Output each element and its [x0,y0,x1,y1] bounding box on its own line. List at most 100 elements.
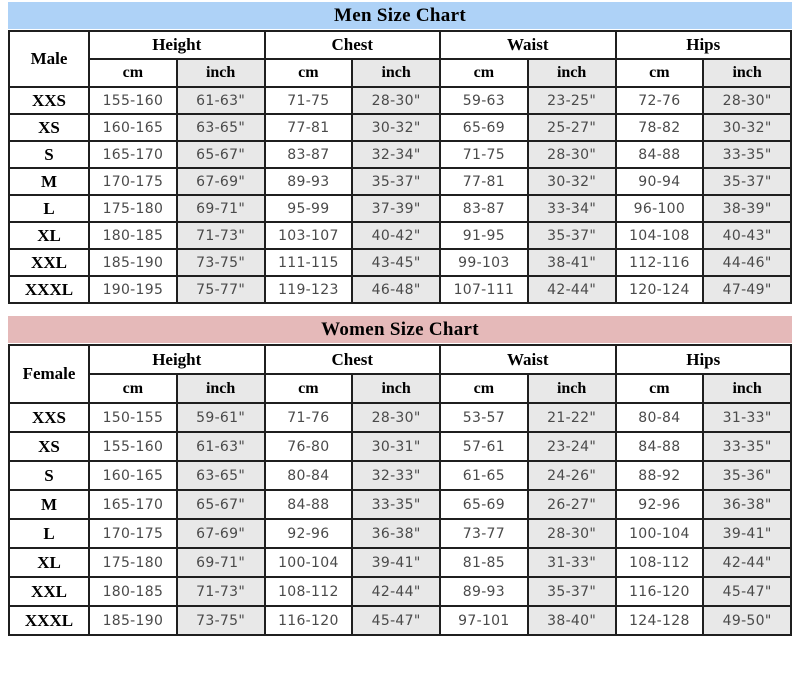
size-cell: M [8,167,90,196]
size-cell: XXS [8,86,90,115]
male-header-cell: Male [8,30,90,88]
inch-header: inch [351,58,441,88]
value-cell: 45-47" [351,605,441,636]
value-cell: 111-115 [263,248,354,277]
value-cell: 108-112 [263,576,354,607]
size-cell: XL [8,221,90,250]
value-cell: 107-111 [439,275,529,304]
value-cell: 40-43" [702,221,792,250]
value-cell: 89-93 [439,576,529,607]
value-cell: 35-37" [702,167,792,196]
value-cell: 72-76 [614,86,705,115]
inch-header: inch [702,373,792,404]
men-chart-title-bar: Men Size Chart [8,2,792,29]
value-cell: 92-96 [263,518,354,549]
value-cell: 33-35" [351,489,441,520]
value-cell: 92-96 [614,489,705,520]
size-cell: S [8,140,90,169]
value-cell: 83-87 [263,140,354,169]
table-row: XXS 155-160 61-63" 71-75 28-30" 59-63 23… [8,86,792,115]
cm-header: cm [614,373,705,404]
size-cell: XS [8,431,90,462]
cm-header: cm [88,58,178,88]
women-chart-title-bar: Women Size Chart [8,316,792,343]
value-cell: 65-67" [175,140,266,169]
hips-group-header: Hips [614,30,792,60]
value-cell: 38-41" [526,248,617,277]
value-cell: 120-124 [614,275,705,304]
value-cell: 43-45" [351,248,441,277]
value-cell: 61-65 [439,460,529,491]
value-cell: 89-93 [263,167,354,196]
value-cell: 81-85 [439,547,529,578]
cm-header: cm [263,58,354,88]
hips-group-header: Hips [614,344,792,375]
value-cell: 77-81 [263,113,354,142]
value-cell: 73-75" [175,605,266,636]
value-cell: 47-49" [702,275,792,304]
value-cell: 44-46" [702,248,792,277]
value-cell: 83-87 [439,194,529,223]
value-cell: 71-76 [263,402,354,433]
size-cell: XS [8,113,90,142]
value-cell: 31-33" [526,547,617,578]
size-cell: XXXL [8,605,90,636]
value-cell: 150-155 [88,402,178,433]
value-cell: 45-47" [702,576,792,607]
value-cell: 23-24" [526,431,617,462]
value-cell: 33-35" [702,431,792,462]
group-header-row: Male Height Chest Waist Hips [8,30,792,88]
value-cell: 112-116 [614,248,705,277]
waist-group-header: Waist [439,30,617,60]
value-cell: 35-36" [702,460,792,491]
value-cell: 160-165 [88,113,178,142]
cm-header: cm [263,373,354,404]
value-cell: 80-84 [614,402,705,433]
value-cell: 39-41" [351,547,441,578]
value-cell: 190-195 [88,275,178,304]
size-cell: L [8,518,90,549]
value-cell: 63-65" [175,460,266,491]
value-cell: 35-37" [526,576,617,607]
value-cell: 160-165 [88,460,178,491]
value-cell: 73-75" [175,248,266,277]
value-cell: 77-81 [439,167,529,196]
group-header-row: Female Height Chest Waist Hips [8,344,792,404]
value-cell: 73-77 [439,518,529,549]
table-row: XXXL 190-195 75-77" 119-123 46-48" 107-1… [8,275,792,304]
table-row: S 165-170 65-67" 83-87 32-34" 71-75 28-3… [8,140,792,169]
value-cell: 23-25" [526,86,617,115]
value-cell: 69-71" [175,194,266,223]
value-cell: 39-41" [702,518,792,549]
cm-header: cm [439,373,529,404]
value-cell: 40-42" [351,221,441,250]
women-size-chart-section: Women Size Chart Female Height Chest Wai… [8,316,792,636]
table-row: M 165-170 65-67" 84-88 33-35" 65-69 26-2… [8,489,792,520]
value-cell: 100-104 [614,518,705,549]
value-cell: 59-63 [439,86,529,115]
height-group-header: Height [88,344,266,375]
value-cell: 67-69" [175,167,266,196]
value-cell: 91-95 [439,221,529,250]
size-cell: XXL [8,248,90,277]
value-cell: 38-40" [526,605,617,636]
value-cell: 108-112 [614,547,705,578]
cm-header: cm [88,373,178,404]
value-cell: 63-65" [175,113,266,142]
value-cell: 33-35" [702,140,792,169]
chest-group-header: Chest [263,30,441,60]
table-row: XS 160-165 63-65" 77-81 30-32" 65-69 25-… [8,113,792,142]
table-row: XXL 180-185 71-73" 108-112 42-44" 89-93 … [8,576,792,607]
value-cell: 104-108 [614,221,705,250]
value-cell: 36-38" [702,489,792,520]
value-cell: 33-34" [526,194,617,223]
value-cell: 103-107 [263,221,354,250]
value-cell: 61-63" [175,86,266,115]
table-row: XXS 150-155 59-61" 71-76 28-30" 53-57 21… [8,402,792,433]
value-cell: 185-190 [88,605,178,636]
value-cell: 155-160 [88,431,178,462]
inch-header: inch [702,58,792,88]
value-cell: 38-39" [702,194,792,223]
value-cell: 28-30" [526,518,617,549]
